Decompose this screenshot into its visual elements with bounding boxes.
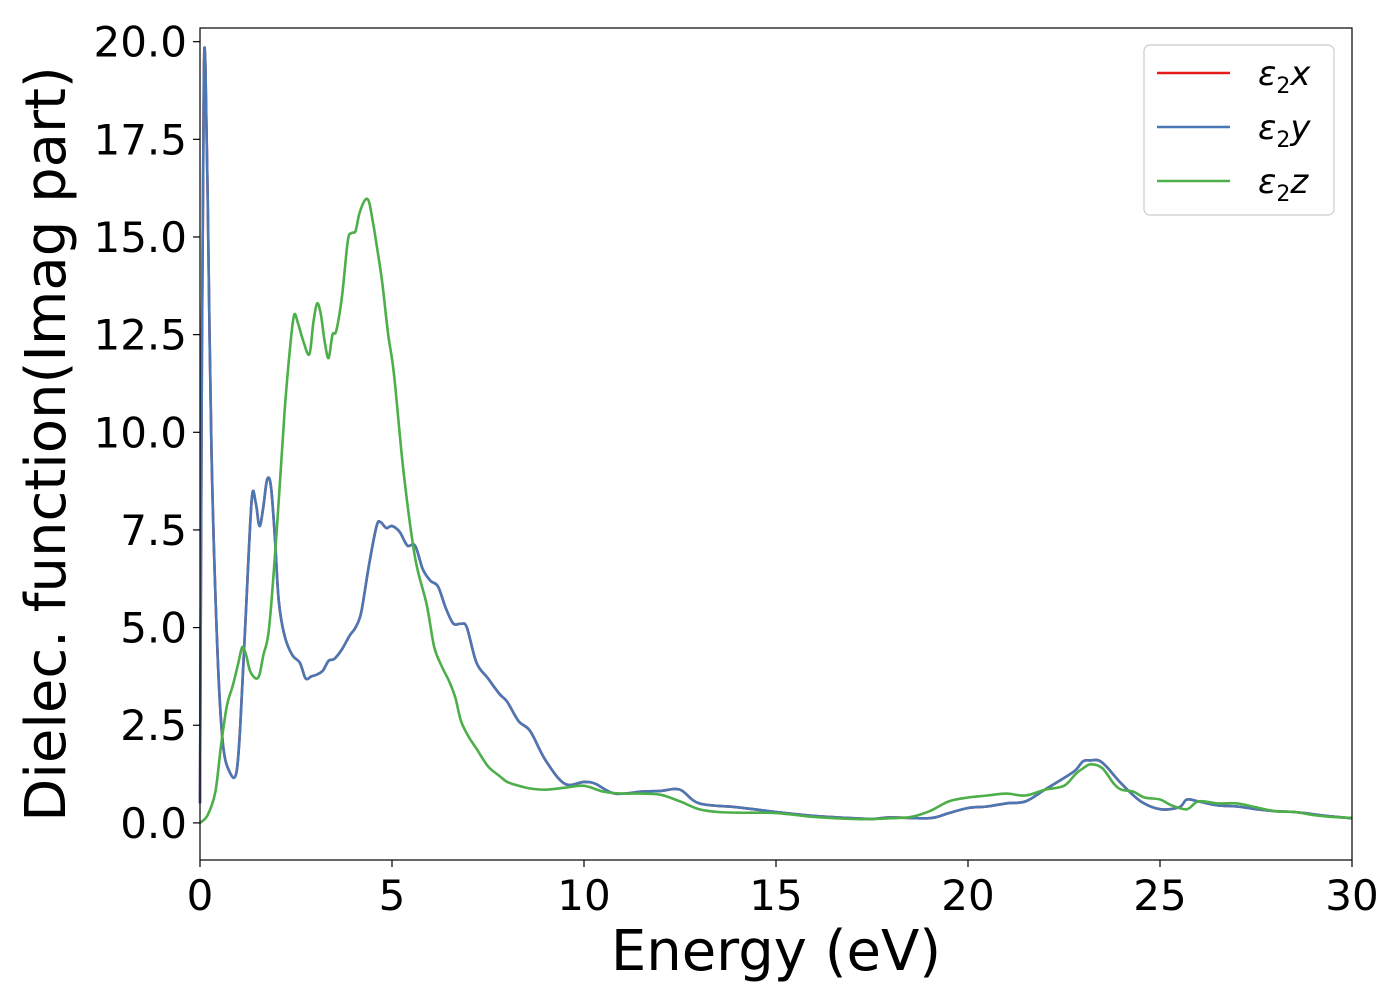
x-tick-label: 20	[941, 871, 994, 920]
y-tick-label: 2.5	[120, 701, 187, 750]
y-tick-label: 7.5	[120, 506, 187, 555]
y-axis-label: Dielec. function(Imag part)	[14, 66, 79, 822]
x-tick-label: 15	[749, 871, 802, 920]
y-tick-label: 0.0	[120, 799, 187, 848]
y-tick-label: 10.0	[93, 408, 187, 457]
y-tick-label: 17.5	[93, 115, 187, 164]
legend-box	[1143, 44, 1335, 216]
legend: ε2x ε2y ε2z	[1143, 44, 1335, 216]
x-tick-label: 30	[1325, 871, 1378, 920]
series-layer	[198, 46, 1353, 824]
y-tick-label: 20.0	[93, 18, 187, 67]
y-tick-label: 5.0	[120, 604, 187, 653]
y-tick-label: 15.0	[93, 213, 187, 262]
x-tick-label: 10	[557, 871, 610, 920]
legend-label-y: ε2y	[1258, 108, 1311, 153]
x-tick-label: 25	[1133, 871, 1186, 920]
x-tick-label: 5	[379, 871, 406, 920]
series-line-z	[199, 197, 1353, 824]
x-axis: 0 5 10 15 20 25 30	[187, 860, 1379, 920]
series-line-y	[198, 46, 1353, 821]
legend-label-x: ε2x	[1258, 54, 1311, 99]
x-axis-label: Energy (eV)	[611, 919, 941, 984]
legend-label-z: ε2z	[1258, 162, 1309, 207]
y-axis: 0.0 2.5 5.0 7.5 10.0 12.5 15.0 17.5 20.0	[93, 18, 200, 848]
x-tick-label: 0	[187, 871, 214, 920]
y-tick-label: 12.5	[93, 311, 187, 360]
